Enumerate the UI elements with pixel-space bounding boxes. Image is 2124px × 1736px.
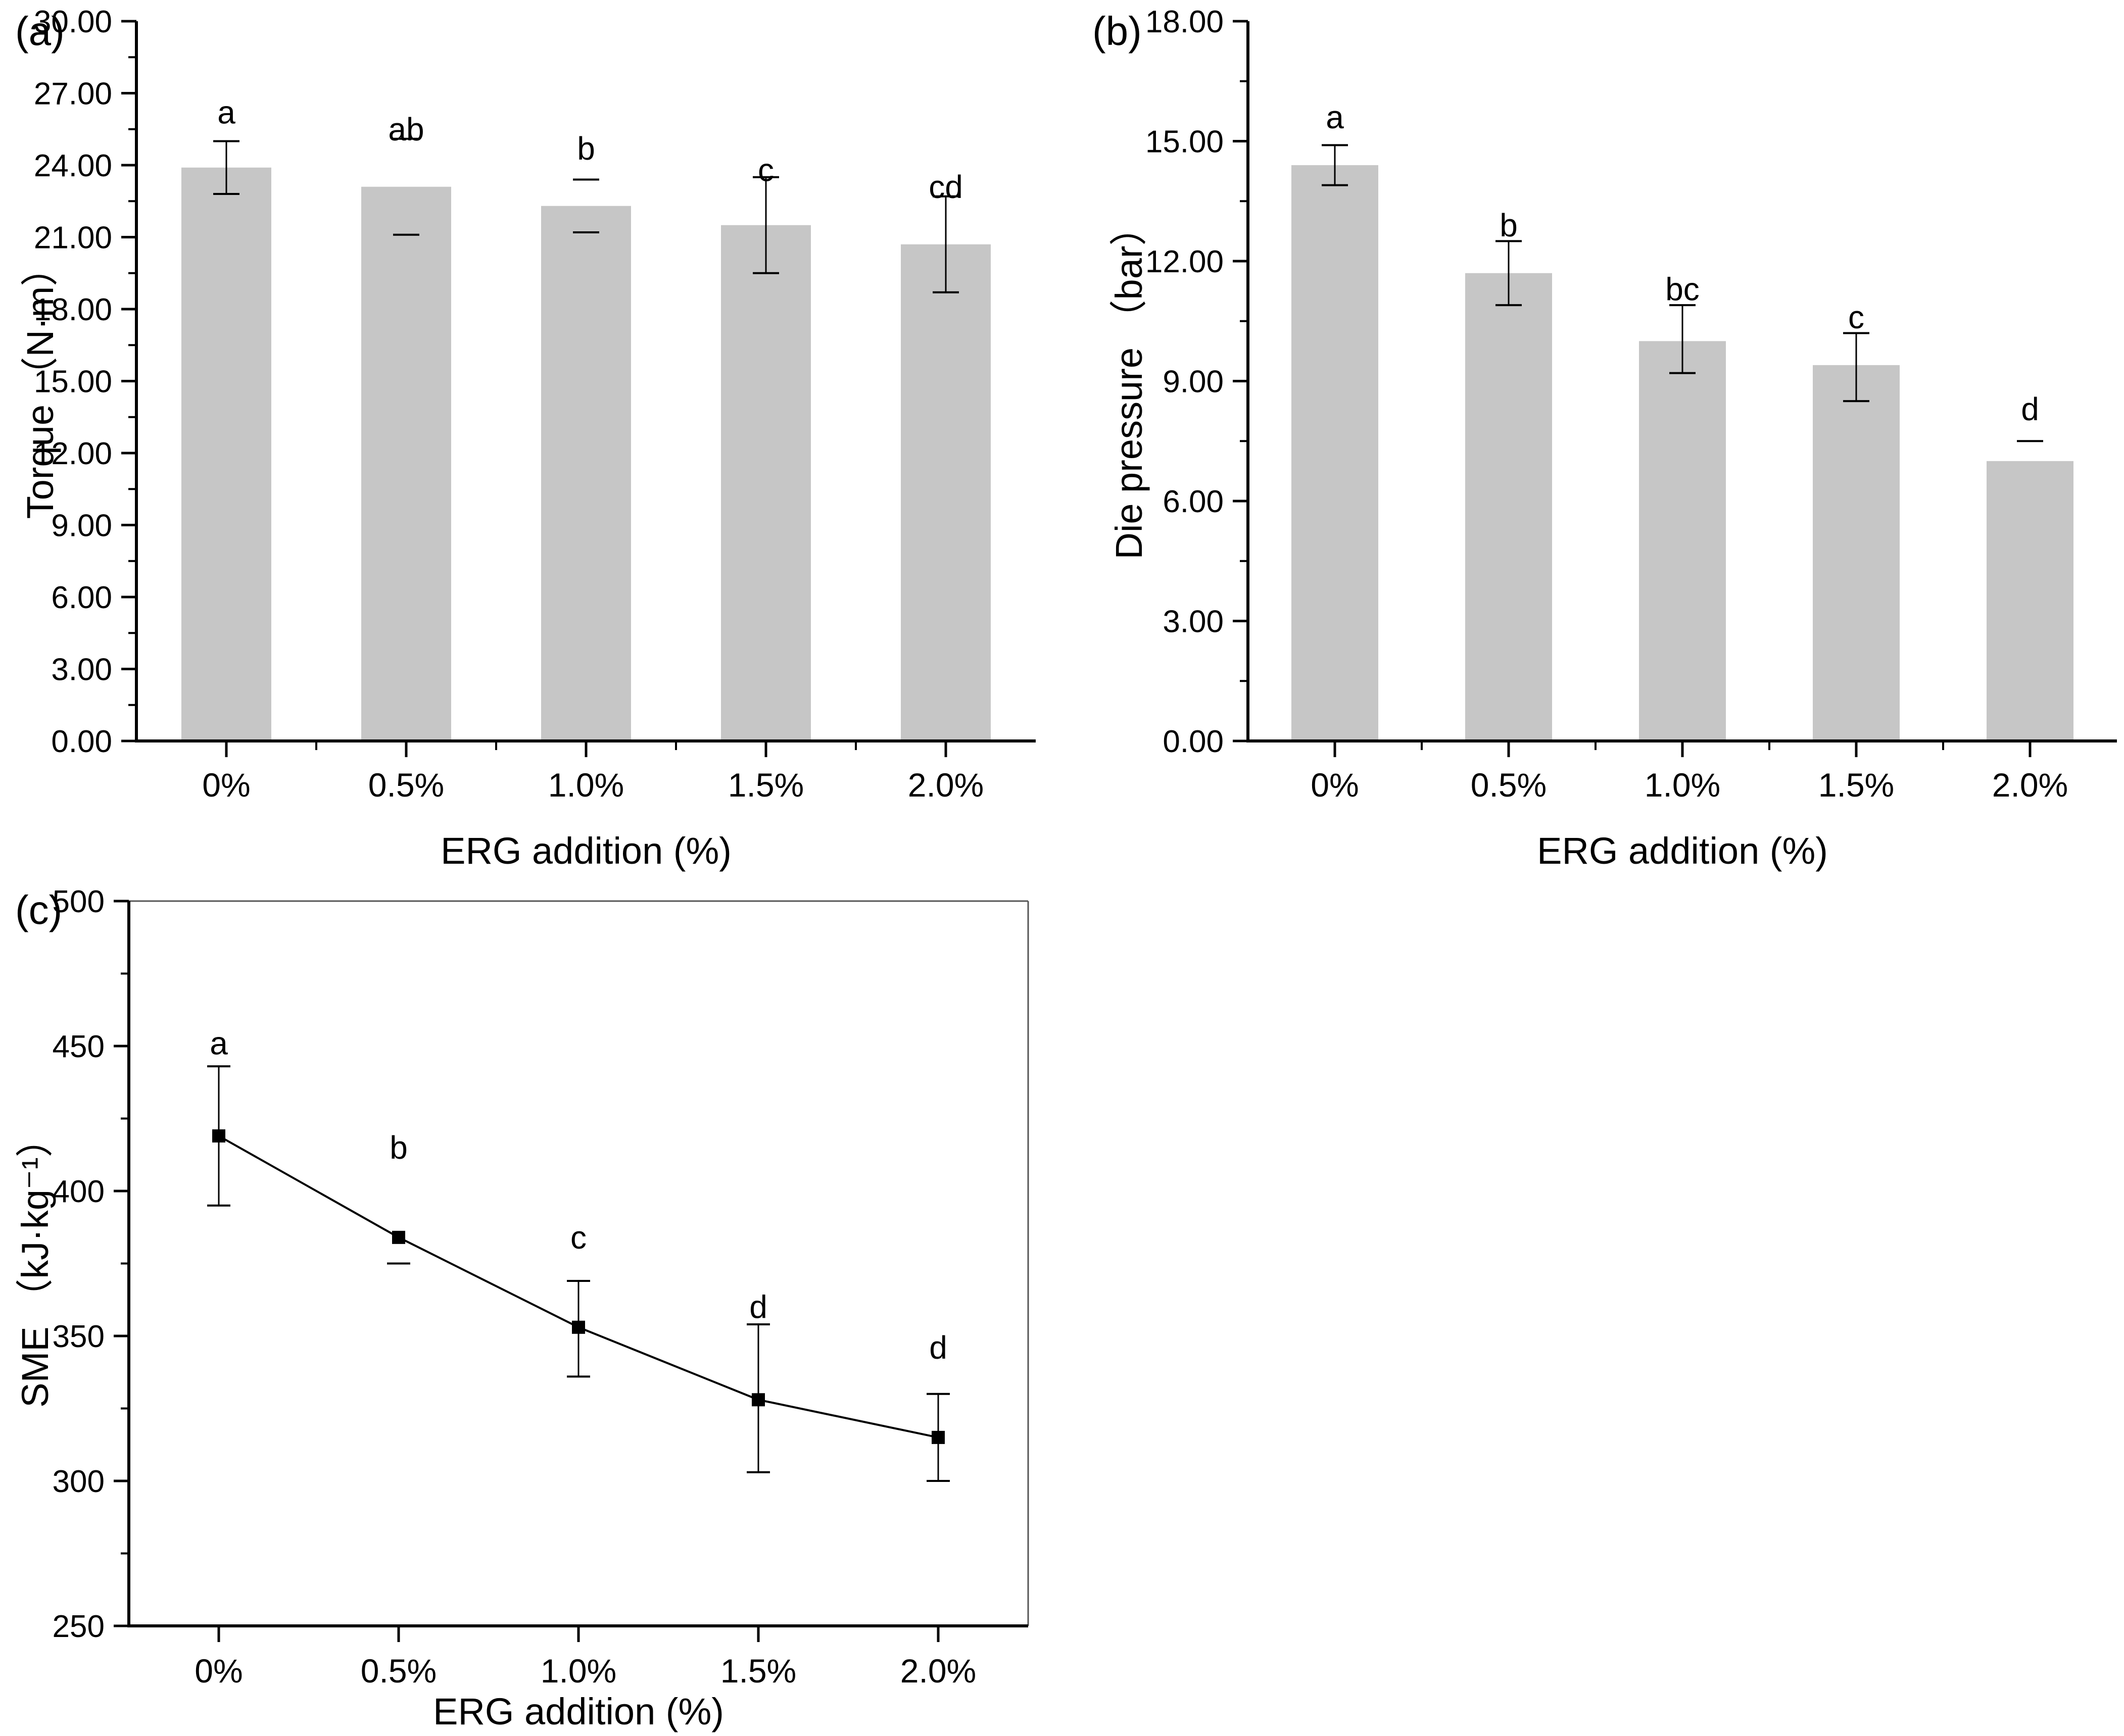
panel-label-c: (c) <box>15 887 63 932</box>
x-tick-label: 1.5% <box>1818 766 1894 804</box>
y-tick-label: 12.00 <box>34 436 112 471</box>
significance-letter: c <box>758 152 774 188</box>
data-point-marker <box>212 1129 225 1143</box>
x-tick-label: 1.5% <box>720 1652 796 1690</box>
x-tick-label: 1.0% <box>541 1652 616 1690</box>
y-tick-label: 6.00 <box>51 580 112 615</box>
y-tick-label: 3.00 <box>51 653 112 687</box>
y-tick-label: 18.00 <box>1145 5 1224 39</box>
significance-letter: ab <box>388 111 424 147</box>
bar <box>541 206 631 739</box>
x-tick-label: 1.0% <box>548 766 624 804</box>
panel-label-b: (b) <box>1092 9 1142 54</box>
significance-letter: b <box>577 130 595 167</box>
significance-letter: a <box>1326 99 1344 135</box>
y-tick-label: 0.00 <box>51 724 112 759</box>
significance-letter: cd <box>929 169 963 205</box>
y-tick-label: 6.00 <box>1163 484 1224 519</box>
y-tick-label: 450 <box>53 1029 105 1064</box>
y-tick-label: 12.00 <box>1145 244 1224 279</box>
significance-letter: d <box>929 1329 947 1366</box>
y-tick-label: 250 <box>53 1609 105 1644</box>
x-axis-title-b: ERG addition (%) <box>1537 830 1828 872</box>
y-tick-label: 350 <box>53 1319 105 1354</box>
significance-letter: c <box>1848 299 1864 335</box>
x-tick-label: 0% <box>202 766 250 804</box>
x-tick-label: 2.0% <box>1992 766 2068 804</box>
bar <box>361 186 451 739</box>
data-point-marker <box>932 1430 945 1444</box>
y-tick-label: 27.00 <box>34 77 112 112</box>
significance-letter: d <box>2021 391 2039 427</box>
x-tick-label: 2.0% <box>900 1652 976 1690</box>
y-tick-label: 15.00 <box>1145 125 1224 160</box>
y-tick-label: 24.00 <box>34 148 112 183</box>
y-tick-label: 9.00 <box>51 509 112 543</box>
data-point-marker <box>392 1230 405 1244</box>
y-tick-label: 400 <box>53 1174 105 1209</box>
significance-letter: c <box>570 1219 587 1256</box>
bar <box>181 167 271 739</box>
x-tick-label: 2.0% <box>908 766 984 804</box>
y-axis-title-torque: Torque （N·m） <box>19 249 61 519</box>
x-tick-label: 0.5% <box>1471 766 1547 804</box>
y-tick-label: 0.00 <box>1163 724 1224 759</box>
y-tick-label: 30.00 <box>34 5 112 39</box>
y-tick-label: 18.00 <box>34 292 112 327</box>
significance-letter: b <box>1500 207 1518 243</box>
y-tick-label: 9.00 <box>1163 365 1224 400</box>
x-tick-label: 0.5% <box>368 766 444 804</box>
y-tick-label: 500 <box>53 884 105 919</box>
y-tick-label: 300 <box>53 1464 105 1499</box>
x-tick-label: 1.5% <box>728 766 804 804</box>
data-point-marker <box>752 1393 765 1407</box>
x-axis-title-c: ERG addition (%) <box>433 1691 724 1732</box>
bar <box>1987 461 2073 739</box>
x-axis-title-a: ERG addition (%) <box>441 830 732 872</box>
bar <box>1813 365 1900 739</box>
y-tick-label: 15.00 <box>34 365 112 400</box>
bar <box>1291 165 1378 739</box>
bar <box>901 244 991 739</box>
significance-letter: a <box>210 1025 228 1061</box>
x-tick-label: 1.0% <box>1645 766 1720 804</box>
data-point-marker <box>572 1320 585 1334</box>
panel-label-a: (a) <box>15 9 65 54</box>
y-axis-title-die-pressure: Die pressure （bar） <box>1108 208 1150 560</box>
significance-letter: bc <box>1665 271 1700 307</box>
x-tick-label: 0.5% <box>361 1652 437 1690</box>
bar <box>721 225 811 739</box>
significance-letter: b <box>390 1129 408 1166</box>
y-axis-title-sme: SME （kJ·kg⁻¹） <box>14 1120 56 1408</box>
bar <box>1639 341 1726 739</box>
bar <box>1465 273 1552 739</box>
significance-letter: a <box>217 94 235 131</box>
y-tick-label: 3.00 <box>1163 605 1224 639</box>
y-tick-label: 21.00 <box>34 221 112 256</box>
significance-letter: d <box>749 1289 767 1325</box>
x-tick-label: 0% <box>195 1652 243 1690</box>
x-tick-label: 0% <box>1311 766 1359 804</box>
